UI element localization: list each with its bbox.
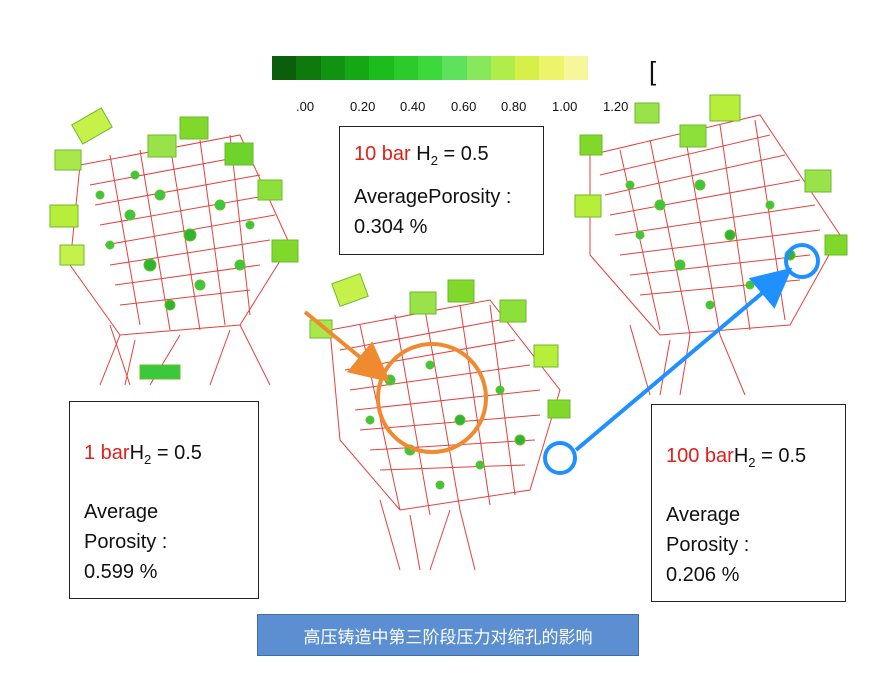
tick-label: 1.20	[603, 99, 629, 114]
tick-label: 1.00	[552, 99, 578, 114]
condition-line: 100 barH2 = 0.5	[666, 441, 831, 478]
pressure-label: 10 bar	[354, 143, 411, 165]
tick-label: 0.80	[501, 99, 527, 114]
gas-label: H2 = 0.5	[416, 143, 489, 168]
porosity-colorbar	[272, 56, 589, 80]
orange-arrow	[303, 310, 391, 383]
condition-line: 10 bar H2 = 0.5	[354, 139, 529, 176]
colorbar-segment	[296, 56, 321, 80]
casting-1bar-image	[49, 107, 299, 386]
colorbar-segment	[344, 56, 370, 80]
colorbar-segment	[563, 56, 589, 80]
pressure-label: 100 bar	[666, 445, 734, 467]
highlight-circle	[543, 441, 577, 475]
porosity-value: 0.304 %	[354, 216, 428, 238]
info-box-100bar: 100 barH2 = 0.5 Average Porosity : 0.206…	[651, 404, 846, 602]
tick-label: 0.40	[400, 99, 426, 114]
highlight-circle	[784, 243, 820, 279]
porosity-blobs	[49, 107, 299, 380]
highlight-circle	[376, 342, 488, 454]
bracket-glyph: [	[649, 56, 657, 86]
info-box-10bar: 10 bar H2 = 0.5 AveragePorosity : 0.304 …	[339, 126, 544, 255]
colorbar-segment	[442, 56, 467, 80]
blue-arrow	[574, 267, 793, 452]
gas-label: H2 = 0.5	[733, 445, 807, 470]
pressure-label: 1 bar	[84, 442, 130, 464]
porosity-value: 0.206 %	[666, 564, 740, 586]
porosity-value: 0.599 %	[84, 561, 158, 583]
mesh-lines	[329, 299, 561, 571]
tick-label: 0.60	[451, 99, 477, 114]
info-box-1bar: 1 barH2 = 0.5 Average Porosity : 0.599 %	[69, 401, 259, 599]
porosity-label: Porosity :	[84, 531, 168, 553]
colorbar-segment	[466, 56, 491, 80]
colorbar-segment	[393, 56, 418, 80]
tick-label: .00	[296, 99, 315, 114]
casting-10bar-image	[309, 272, 577, 571]
tick-label: 0.20	[350, 99, 376, 114]
colorbar-segment	[515, 56, 540, 80]
porosity-label: Porosity :	[666, 534, 750, 556]
colorbar-segment	[369, 56, 394, 80]
casting-100bar-image	[574, 94, 848, 396]
gas-label: H2 = 0.5	[129, 442, 202, 467]
colorbar-segment	[490, 56, 516, 80]
porosity-label: Average	[666, 504, 741, 526]
mesh-lines	[589, 114, 841, 396]
colorbar-segment	[539, 56, 564, 80]
porosity-blobs	[574, 94, 848, 310]
condition-line: 1 barH2 = 0.5	[84, 438, 244, 475]
colorbar-tick-labels: .00 0.20 0.40 0.60 0.80 1.00 1.20	[296, 99, 636, 115]
porosity-label: AveragePorosity :	[354, 186, 512, 208]
porosity-label: Average	[84, 501, 159, 523]
caption-banner: 高压铸造中第三阶段压力对缩孔的影响	[257, 614, 639, 656]
colorbar-segment	[320, 56, 345, 80]
colorbar-segment	[272, 56, 297, 80]
colorbar-segment	[417, 56, 443, 80]
